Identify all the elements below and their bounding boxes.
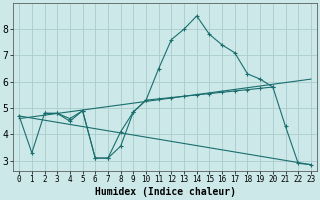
X-axis label: Humidex (Indice chaleur): Humidex (Indice chaleur)	[94, 187, 236, 197]
